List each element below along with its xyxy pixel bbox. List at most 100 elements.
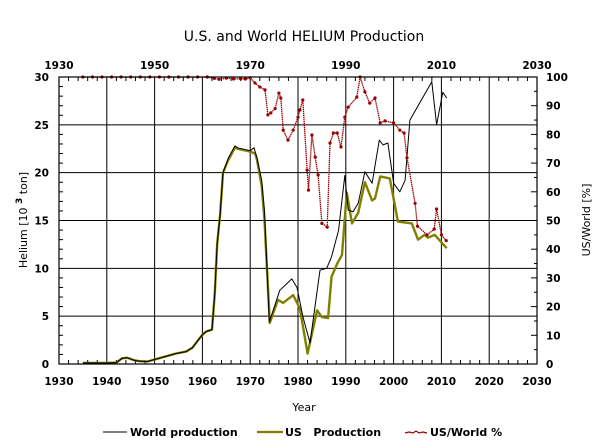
data-point bbox=[263, 88, 267, 92]
data-point bbox=[316, 173, 320, 177]
data-point bbox=[373, 96, 377, 100]
y2-tick-label: 20 bbox=[546, 302, 561, 314]
legend-label-ratio: US/World % bbox=[430, 426, 502, 439]
data-point bbox=[296, 115, 300, 119]
data-point bbox=[269, 111, 273, 115]
data-point bbox=[355, 95, 359, 99]
data-point bbox=[281, 128, 285, 132]
series-us-production bbox=[82, 146, 448, 365]
data-point bbox=[402, 131, 406, 135]
y-axis-title-pre: Helium [10 bbox=[17, 204, 30, 268]
data-point bbox=[331, 131, 335, 135]
y2-tick-label: 90 bbox=[546, 101, 561, 113]
x-tick-label: 1960 bbox=[188, 376, 217, 388]
y-axis-title-post: ton] bbox=[17, 172, 30, 198]
data-point bbox=[320, 221, 324, 225]
x-tick-label: 1990 bbox=[331, 376, 360, 388]
legend: World production US Production US/World … bbox=[103, 426, 502, 439]
data-point bbox=[286, 138, 290, 142]
x-tick-label: 1930 bbox=[44, 376, 73, 388]
data-point bbox=[413, 201, 417, 205]
x-top-tick-label: 1970 bbox=[236, 60, 265, 72]
data-point bbox=[343, 115, 347, 119]
y2-tick-label: 30 bbox=[546, 273, 561, 285]
data-point bbox=[328, 141, 332, 145]
x-tick-label: 1970 bbox=[236, 376, 265, 388]
series-line bbox=[82, 81, 448, 364]
data-point bbox=[310, 133, 314, 137]
data-point bbox=[363, 90, 367, 94]
data-point bbox=[435, 207, 439, 211]
series-layer bbox=[81, 75, 448, 365]
data-point bbox=[266, 113, 270, 117]
x-tick-label: 2030 bbox=[522, 376, 551, 388]
data-point bbox=[398, 128, 402, 132]
y2-tick-label: 0 bbox=[546, 359, 553, 371]
y2-tick-label: 100 bbox=[546, 72, 568, 84]
data-point bbox=[432, 227, 436, 231]
data-point bbox=[368, 101, 372, 105]
data-point bbox=[383, 119, 387, 123]
y2-axis-title: US/World [%] bbox=[580, 184, 593, 257]
y2-tick-label: 80 bbox=[546, 129, 561, 141]
y-axis-title: Helium [10 3 ton] bbox=[15, 172, 30, 268]
data-point bbox=[291, 128, 295, 132]
y-axis-left: 0 5 10 15 20 25 30 bbox=[34, 72, 49, 371]
data-point bbox=[339, 145, 343, 149]
x-axis-bottom: 1930 1940 1950 1960 1970 1980 1990 2000 2010 2020… bbox=[44, 376, 551, 388]
y2-tick-label: 40 bbox=[546, 244, 561, 256]
data-point bbox=[439, 233, 443, 237]
x-top-tick-label: 2030 bbox=[522, 60, 551, 72]
x-axis-title: Year bbox=[291, 401, 316, 414]
y-tick-label: 20 bbox=[34, 168, 49, 180]
x-tick-label: 1980 bbox=[283, 376, 312, 388]
data-point bbox=[239, 77, 243, 81]
y-tick-label: 25 bbox=[34, 120, 49, 132]
legend-label-us: US Production bbox=[285, 426, 381, 439]
chart-title: U.S. and World HELIUM Production bbox=[184, 29, 424, 45]
data-point bbox=[258, 85, 262, 89]
data-point bbox=[277, 91, 281, 95]
data-point bbox=[305, 168, 309, 172]
data-point bbox=[378, 121, 382, 125]
data-point bbox=[231, 77, 236, 81]
data-point bbox=[325, 225, 329, 229]
legend-item-ratio: US/World % bbox=[404, 426, 502, 439]
x-top-tick-label: 1990 bbox=[331, 60, 360, 72]
data-point bbox=[217, 77, 221, 81]
data-point bbox=[273, 107, 277, 111]
series-world-production bbox=[82, 81, 448, 364]
legend-item-world: World production bbox=[103, 426, 238, 439]
data-point bbox=[298, 108, 302, 112]
x-tick-label: 2000 bbox=[379, 376, 408, 388]
data-point bbox=[425, 233, 429, 237]
y-axis-right: 0 10 20 30 40 50 60 70 80 90 100 bbox=[546, 72, 568, 371]
x-axis-top: 1930 1950 1970 1990 2010 2030 bbox=[44, 60, 551, 72]
plot-frame bbox=[58, 76, 538, 365]
data-point bbox=[405, 156, 409, 160]
y2-tick-label: 60 bbox=[546, 187, 561, 199]
data-point bbox=[444, 239, 448, 243]
y-axis-title-sup: 3 bbox=[15, 198, 25, 204]
x-tick-label: 1950 bbox=[140, 376, 169, 388]
data-point bbox=[212, 76, 216, 80]
x-top-tick-label: 2010 bbox=[427, 60, 456, 72]
x-top-tick-label: 1930 bbox=[44, 60, 73, 72]
data-point bbox=[306, 188, 311, 192]
y2-tick-label: 10 bbox=[546, 330, 561, 342]
x-tick-label: 2010 bbox=[427, 376, 456, 388]
y-tick-label: 10 bbox=[34, 263, 49, 275]
data-point bbox=[335, 131, 339, 135]
data-point bbox=[415, 224, 420, 228]
legend-swatch-ratio bbox=[404, 430, 428, 434]
y-tick-label: 15 bbox=[34, 216, 49, 228]
data-point bbox=[301, 98, 305, 102]
data-point bbox=[243, 77, 247, 81]
x-top-tick-label: 1950 bbox=[140, 60, 169, 72]
data-point bbox=[253, 81, 257, 85]
y2-tick-label: 70 bbox=[546, 158, 561, 170]
data-point bbox=[392, 121, 396, 125]
data-point bbox=[313, 155, 317, 159]
x-tick-label: 2020 bbox=[475, 376, 504, 388]
